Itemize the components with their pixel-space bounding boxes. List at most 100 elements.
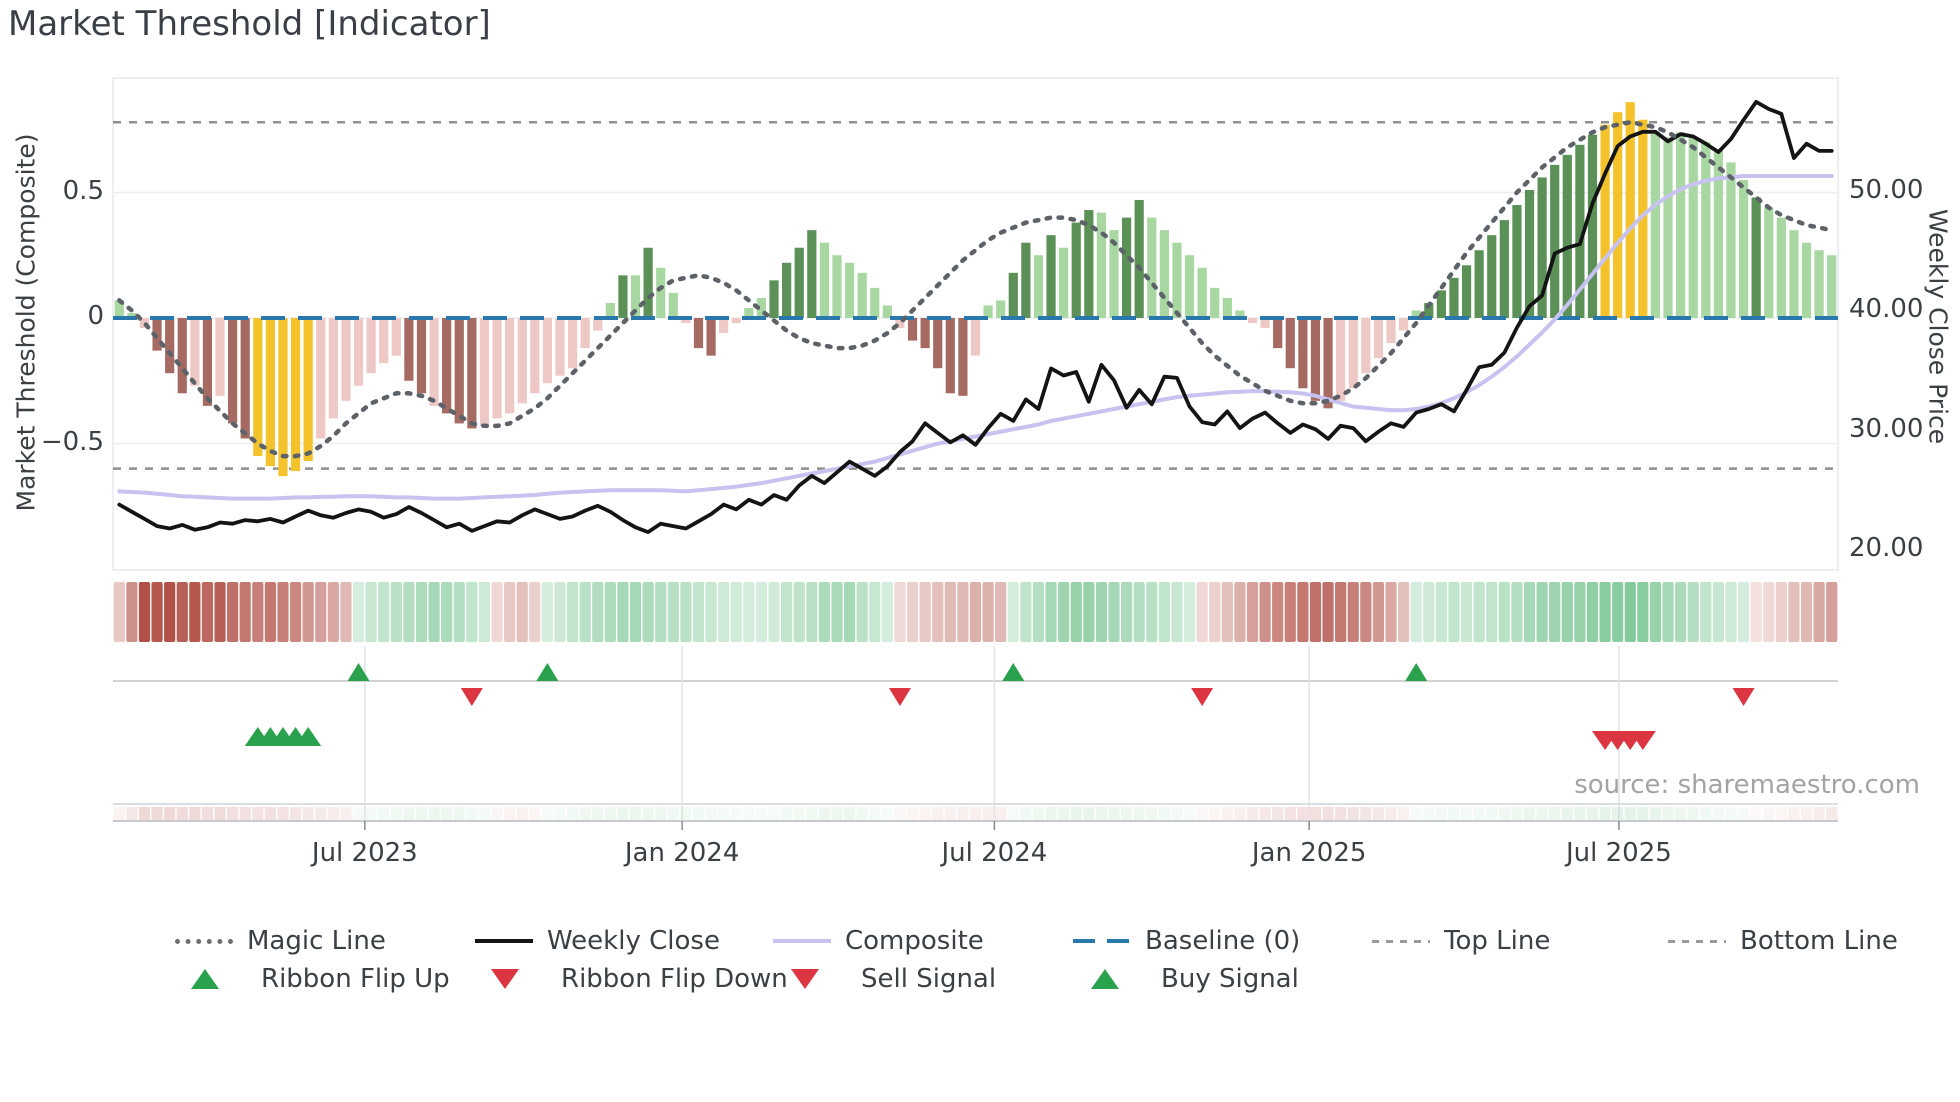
mini-ribbon-cell <box>1360 807 1372 820</box>
momentum-bar <box>656 267 666 318</box>
mini-ribbon-cell <box>1322 807 1334 820</box>
ribbon-cell <box>1272 582 1284 642</box>
momentum-bar <box>177 318 187 394</box>
mini-ribbon-cell <box>1259 807 1271 820</box>
ribbon-cell <box>1133 582 1145 642</box>
momentum-bar <box>832 255 842 318</box>
momentum-bar <box>1688 137 1698 318</box>
ribbon-cell <box>1549 582 1561 642</box>
ribbon-flip-down-marker <box>888 688 911 706</box>
momentum-bar <box>240 318 250 439</box>
mini-ribbon-cell <box>705 807 717 820</box>
bottom-line-sample-icon <box>1668 939 1726 943</box>
mini-ribbon-cell <box>995 807 1007 820</box>
mini-ribbon-cell <box>1335 807 1347 820</box>
momentum-bar <box>1512 205 1522 318</box>
mini-ribbon-cell <box>516 807 528 820</box>
mini-ribbon-cell <box>718 807 730 820</box>
ribbon-cell <box>755 582 768 642</box>
ribbon-cell <box>1196 582 1208 642</box>
right-tick-label: 50.00 <box>1849 174 1924 205</box>
mini-ribbon-cell <box>315 807 327 820</box>
momentum-bar <box>945 318 955 394</box>
momentum-bar <box>643 247 653 318</box>
momentum-bar <box>681 318 691 324</box>
momentum-bar <box>1184 255 1195 318</box>
ribbon-cell <box>1826 582 1838 642</box>
ribbon-cell <box>315 582 327 642</box>
mini-ribbon-cell <box>554 807 566 820</box>
ribbon-cell <box>793 582 805 642</box>
mini-ribbon-cell <box>403 807 415 820</box>
momentum-bar <box>1424 302 1434 318</box>
momentum-bar <box>1197 267 1207 318</box>
top-line-sample-icon <box>1372 939 1430 943</box>
mini-ribbon-cell <box>529 807 541 820</box>
momentum-bar <box>1134 200 1144 318</box>
mini-ribbon-cell <box>1221 807 1233 820</box>
ribbon-cell <box>365 582 377 642</box>
page-title: Market Threshold [Indicator] <box>8 4 491 44</box>
mini-ribbon-cell <box>491 807 503 820</box>
mini-ribbon-cell <box>151 807 163 820</box>
ribbon-cell <box>189 582 201 642</box>
ribbon-cell <box>441 582 453 642</box>
mini-ribbon-cell <box>1196 807 1208 820</box>
mini-ribbon-cell <box>1007 807 1019 820</box>
ribbon-cell <box>781 582 793 642</box>
mini-ribbon-cell <box>869 807 881 820</box>
mini-ribbon-cell <box>1297 807 1309 820</box>
mini-ribbon-cell <box>1549 807 1561 820</box>
ribbon-cell <box>1083 582 1095 642</box>
mini-ribbon-cell <box>1486 807 1498 820</box>
momentum-bar <box>404 318 414 381</box>
ribbon-cell <box>1712 582 1724 642</box>
ribbon-cell <box>113 582 125 642</box>
mini-ribbon-cell <box>390 807 402 820</box>
ribbon-flip-up-marker <box>1405 663 1428 681</box>
ribbon-flip-down-marker <box>1732 688 1755 706</box>
ribbon-cell <box>818 582 831 642</box>
mini-ribbon-cell <box>1649 807 1662 820</box>
momentum-bar <box>1348 318 1358 389</box>
ribbon-cell <box>403 582 415 642</box>
weekly-close-line <box>117 100 1834 534</box>
ribbon-cell <box>378 582 390 642</box>
mini-ribbon-cell <box>806 807 818 820</box>
mini-ribbon-cell <box>1410 807 1422 820</box>
momentum-bar <box>316 318 326 439</box>
legend-item-ribbon-flip-down: Ribbon Flip Down <box>491 964 788 994</box>
momentum-bar <box>1638 119 1648 319</box>
momentum-bar <box>152 318 162 351</box>
mini-ribbon-cell <box>1637 807 1649 820</box>
legend-item-bottom-line: Bottom Line <box>1668 926 1898 956</box>
ribbon-cell <box>1146 582 1158 642</box>
momentum-bar <box>1021 242 1031 318</box>
ribbon-cell <box>504 582 516 642</box>
ribbon-cell <box>1221 582 1233 642</box>
momentum-bar <box>416 318 427 394</box>
mini-ribbon-cell <box>1158 807 1170 820</box>
ribbon-cell <box>1750 582 1762 642</box>
mini-ribbon-cell <box>227 807 239 820</box>
momentum-bar <box>1487 235 1497 318</box>
momentum-bar <box>391 318 401 356</box>
momentum-bar <box>1046 235 1056 318</box>
mini-ribbon-cell <box>1058 807 1070 820</box>
mini-ribbon-cell <box>1460 807 1473 820</box>
momentum-bar <box>933 318 943 369</box>
ribbon-cell <box>843 582 856 642</box>
mini-ribbon-cell <box>478 807 491 820</box>
ribbon-cell <box>428 582 440 642</box>
ribbon-cell <box>629 582 642 642</box>
mini-ribbon-cell <box>894 807 906 820</box>
ribbon-cell <box>1775 582 1787 642</box>
mini-ribbon-cell <box>1095 807 1108 820</box>
momentum-bar <box>1562 154 1572 318</box>
ribbon-cell <box>932 582 944 642</box>
ribbon-cell <box>1800 582 1813 642</box>
mini-ribbon-cell <box>1788 807 1800 820</box>
legend-item-weekly-close: Weekly Close <box>475 926 720 956</box>
mini-ribbon-cell <box>1498 807 1510 820</box>
